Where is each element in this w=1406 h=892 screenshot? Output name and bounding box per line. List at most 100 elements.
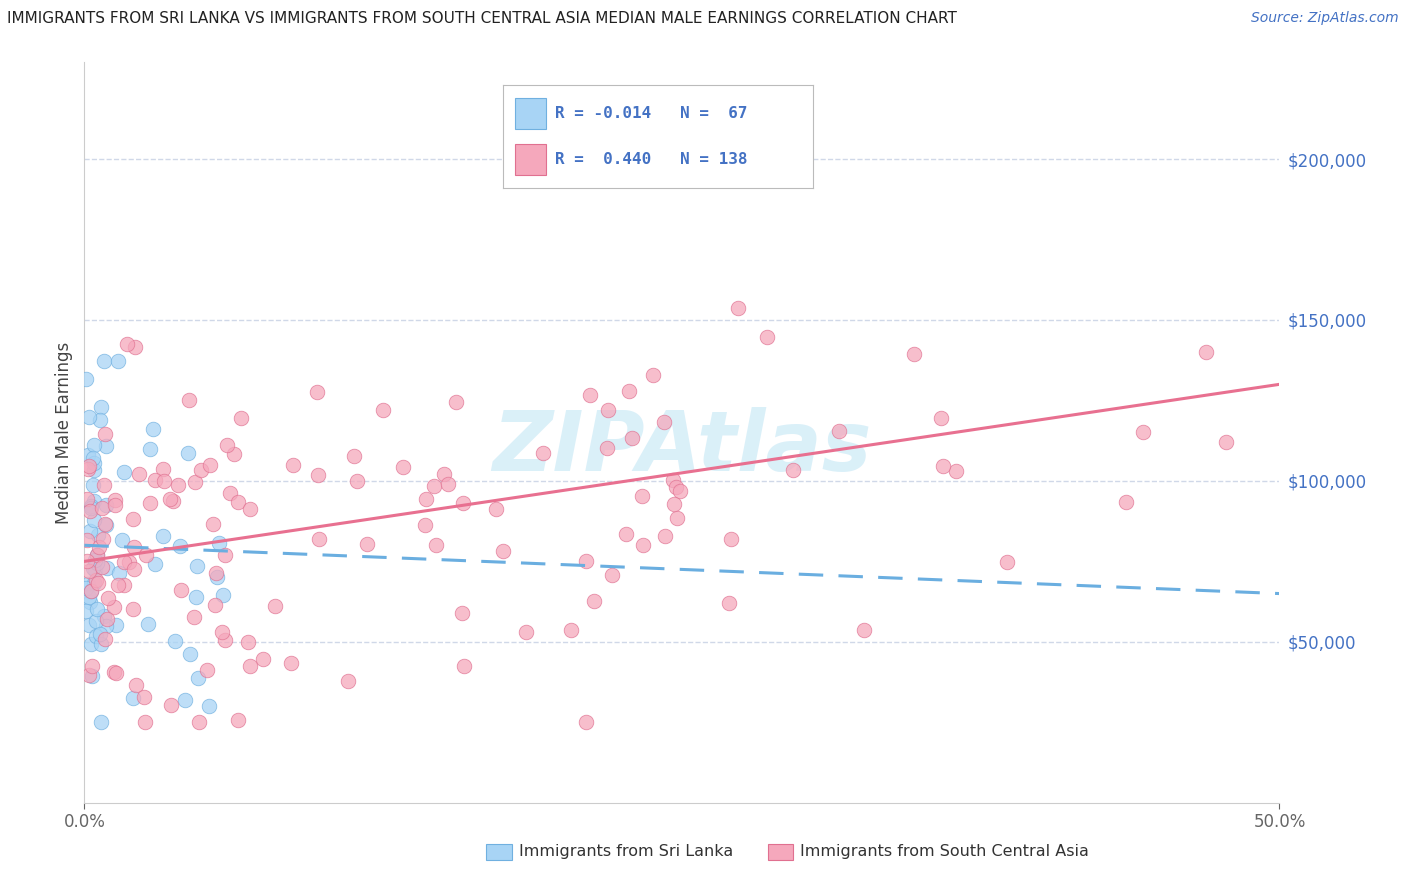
Point: [80, 499, 103, 513]
Point: [83, 456, 105, 470]
Point: [575, 553, 598, 567]
Point: [665, 480, 688, 494]
Point: [107, 578, 129, 592]
Point: [103, 599, 125, 614]
Point: [451, 496, 474, 510]
Point: [631, 538, 654, 552]
Point: [86, 574, 108, 588]
Point: [80, 637, 103, 651]
Point: [83, 575, 105, 590]
Point: [94, 619, 117, 633]
Point: [84, 629, 107, 643]
Point: [82, 450, 104, 465]
Point: [187, 671, 209, 685]
Point: [86, 548, 108, 562]
Point: [492, 544, 515, 558]
Point: [79, 500, 101, 515]
Point: [115, 336, 138, 351]
Point: [79, 667, 101, 681]
Point: [782, 463, 804, 477]
Point: [661, 473, 683, 487]
Point: [91, 532, 114, 546]
Point: [425, 538, 447, 552]
Point: [83, 462, 105, 476]
Point: [86, 556, 108, 570]
Point: [214, 548, 236, 562]
Point: [83, 513, 105, 527]
Point: [87, 528, 110, 542]
Text: ZIPAtlas: ZIPAtlas: [492, 407, 872, 488]
Point: [174, 692, 197, 706]
Point: [76, 491, 98, 506]
Point: [142, 422, 165, 436]
Point: [94, 518, 117, 533]
Point: [83, 438, 105, 452]
Point: [77, 618, 100, 632]
Point: [179, 392, 201, 407]
Point: [436, 477, 458, 491]
Point: [82, 478, 104, 492]
Point: [89, 412, 111, 426]
Point: [77, 564, 100, 578]
Point: [139, 496, 162, 510]
Point: [373, 402, 395, 417]
Point: [135, 549, 157, 563]
Point: [80, 669, 103, 683]
Point: [79, 595, 101, 609]
Point: [80, 584, 103, 599]
Point: [596, 403, 619, 417]
Point: [308, 533, 330, 547]
Point: [179, 647, 201, 661]
Point: [86, 575, 108, 590]
Point: [104, 666, 127, 681]
Point: [112, 555, 135, 569]
Point: [186, 590, 208, 604]
Point: [90, 400, 112, 414]
Point: [239, 502, 262, 516]
Point: [575, 715, 598, 730]
Point: [94, 498, 117, 512]
Point: [152, 462, 174, 476]
Point: [112, 465, 135, 479]
Text: Source: ZipAtlas.com: Source: ZipAtlas.com: [1251, 11, 1399, 25]
Point: [392, 459, 415, 474]
Point: [167, 478, 190, 492]
Point: [236, 635, 259, 649]
Point: [76, 554, 98, 568]
Point: [134, 690, 156, 704]
Point: [205, 570, 228, 584]
Point: [75, 581, 97, 595]
Point: [90, 637, 112, 651]
Point: [97, 591, 120, 605]
Point: [669, 484, 692, 499]
Point: [224, 447, 246, 461]
Point: [654, 529, 676, 543]
Point: [143, 473, 166, 487]
Point: [450, 607, 472, 621]
Point: [582, 593, 605, 607]
Point: [307, 467, 329, 482]
Point: [238, 659, 260, 673]
Point: [105, 617, 128, 632]
Point: [94, 516, 117, 531]
Point: [356, 536, 378, 550]
Point: [346, 474, 368, 488]
Point: [214, 632, 236, 647]
Point: [1132, 425, 1154, 440]
Point: [84, 553, 107, 567]
Point: [197, 699, 219, 714]
Point: [169, 539, 191, 553]
Point: [79, 504, 101, 518]
Point: [176, 445, 198, 459]
Point: [76, 577, 98, 591]
Point: [283, 458, 305, 473]
Point: [90, 715, 112, 730]
Point: [103, 665, 125, 679]
Point: [93, 609, 115, 624]
Point: [828, 425, 851, 439]
Point: [104, 492, 127, 507]
Point: [212, 588, 235, 602]
Point: [215, 438, 238, 452]
Point: [444, 395, 467, 409]
Point: [80, 584, 103, 599]
